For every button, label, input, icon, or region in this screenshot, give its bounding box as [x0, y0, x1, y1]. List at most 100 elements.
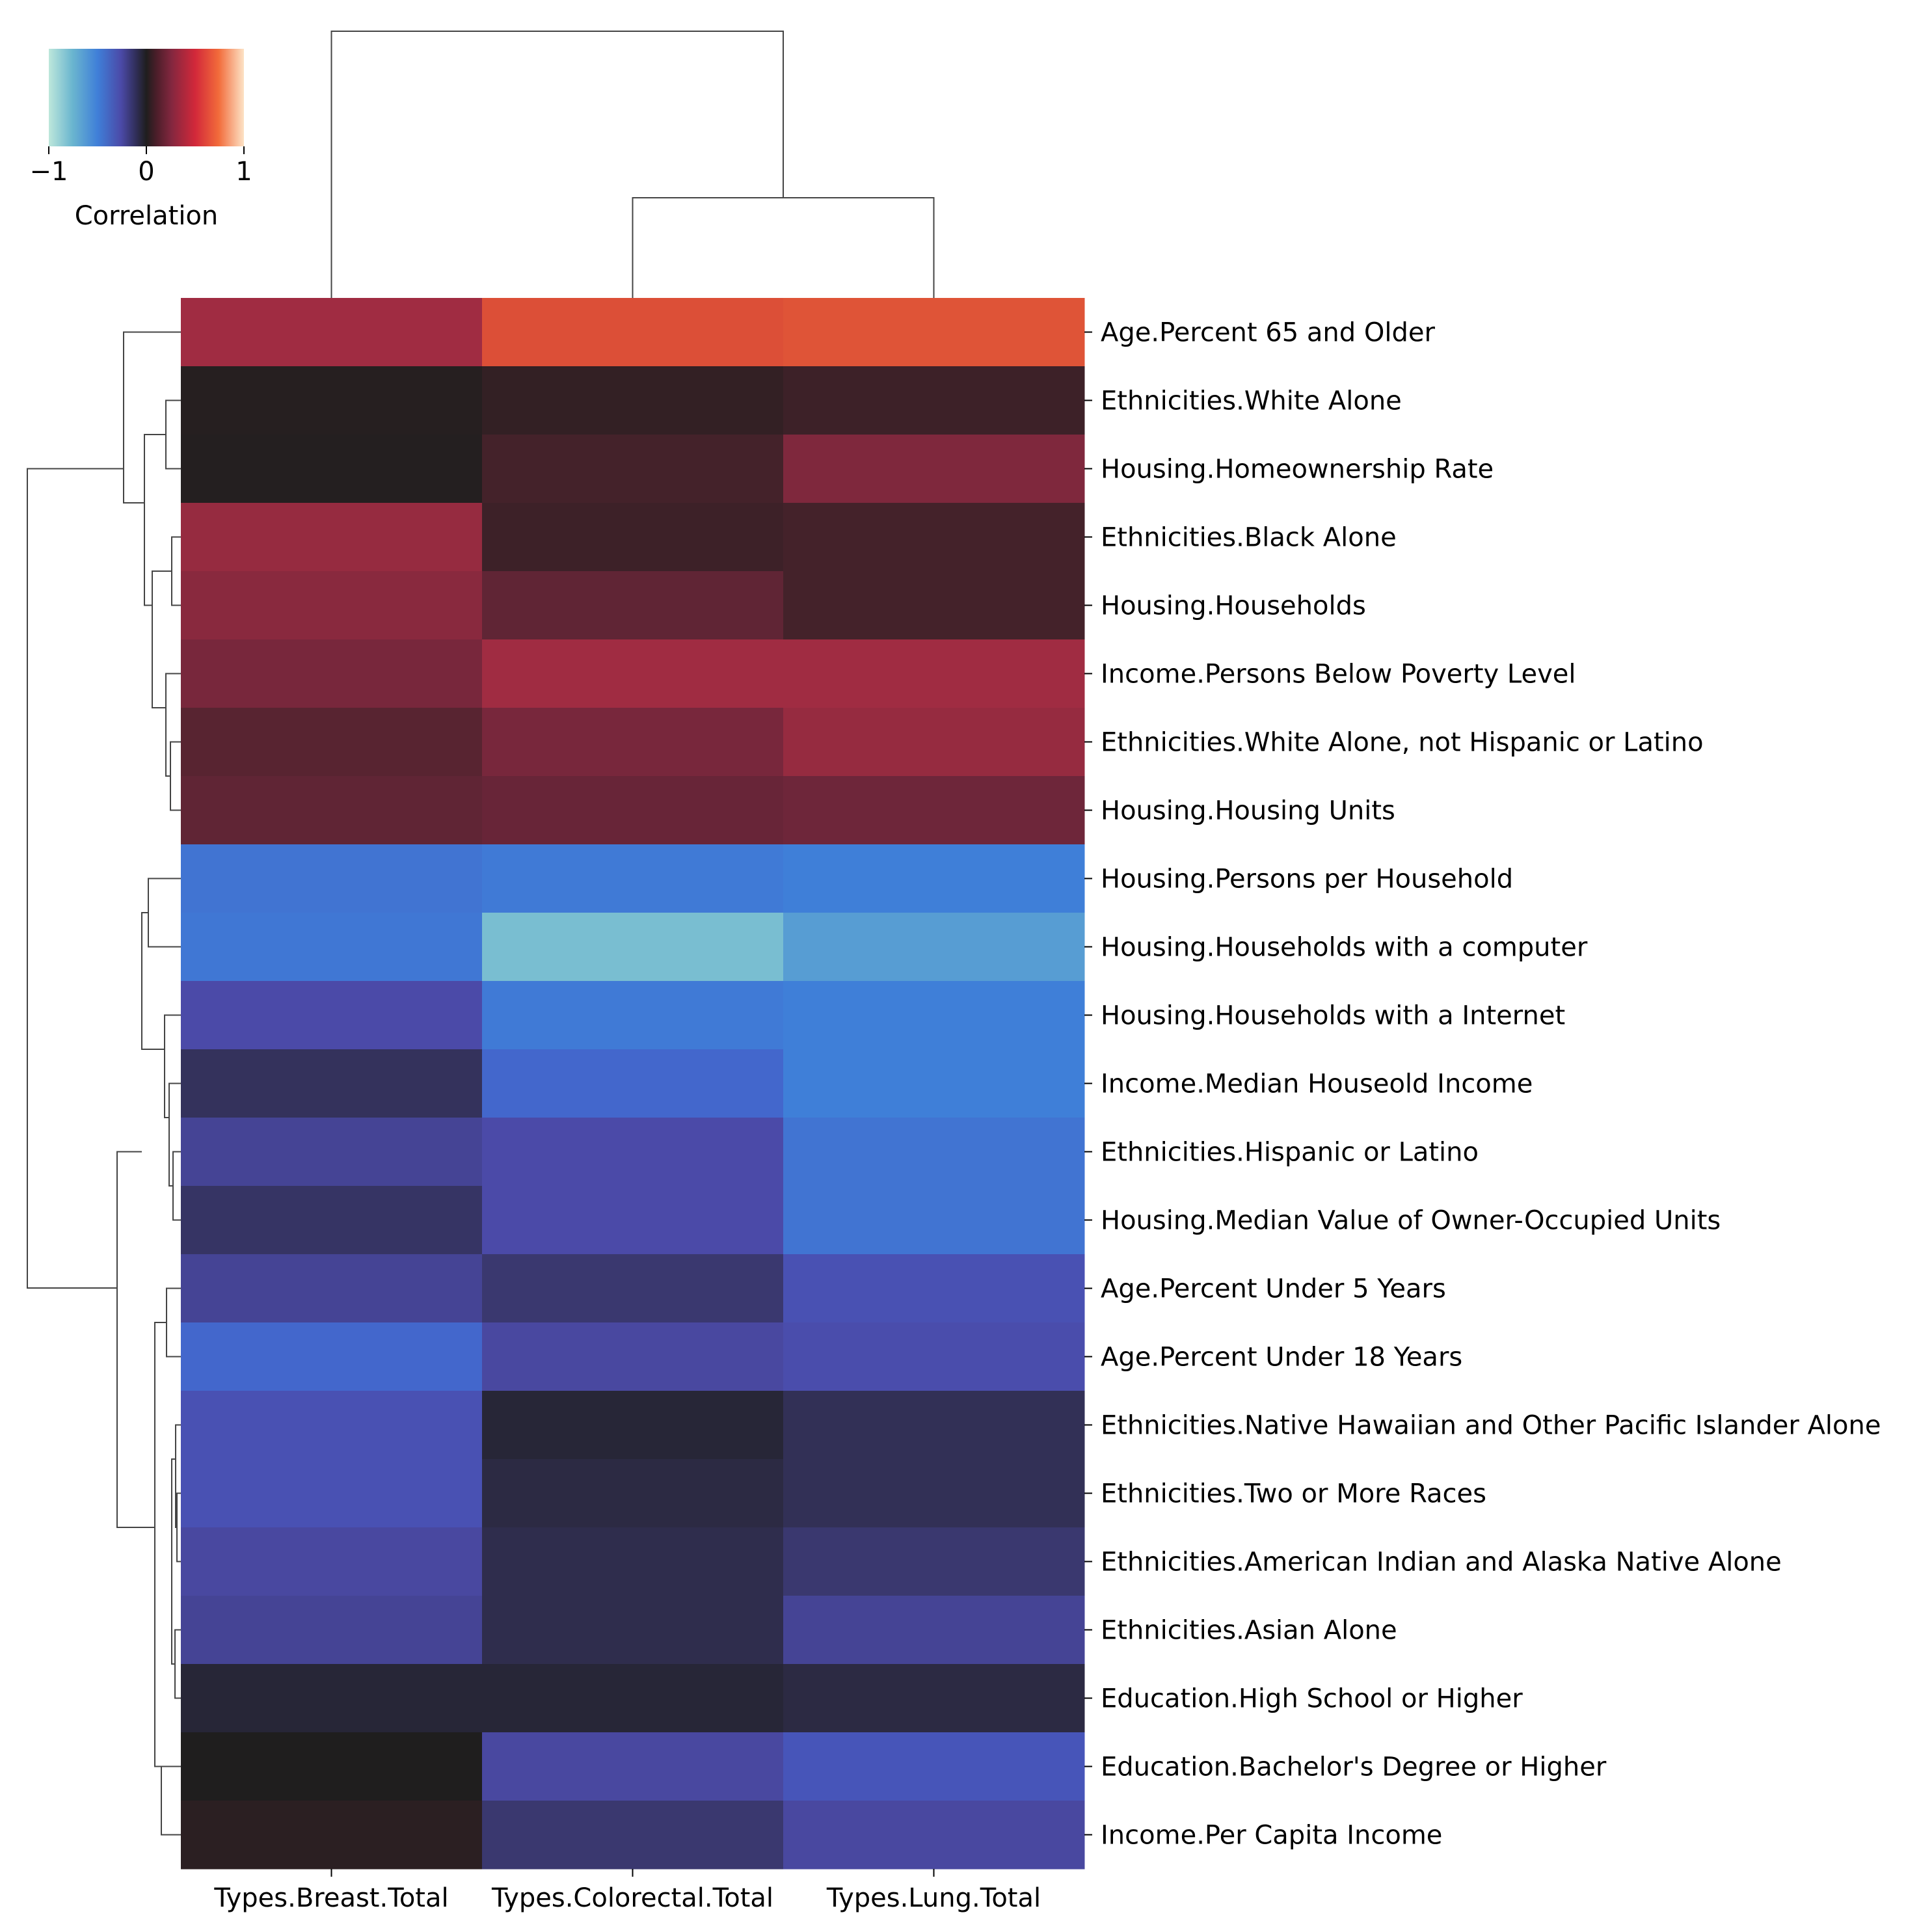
heatmap-cell — [482, 1391, 784, 1460]
heatmap-cell — [482, 1732, 784, 1801]
heatmap-cell — [482, 503, 784, 572]
dendrogram-link — [171, 1458, 176, 1665]
row-label: Housing.Homeownership Rate — [1101, 455, 1494, 485]
row-dendrogram — [27, 331, 181, 1836]
colorbar-tick-label: −1 — [30, 157, 68, 187]
row-label: Housing.Households with a Internet — [1101, 1001, 1565, 1031]
column-label: Types.Breast.Total — [213, 1883, 448, 1913]
row-label: Housing.Households with a computer — [1101, 933, 1588, 963]
heatmap-cell — [783, 708, 1085, 777]
dendrogram-link — [141, 912, 165, 1050]
row-label: Ethnicities.White Alone, not Hispanic or… — [1101, 728, 1704, 758]
heatmap-cell — [181, 1459, 483, 1528]
heatmap-cell — [181, 503, 483, 572]
dendrogram-link — [632, 197, 935, 298]
column-label: Types.Colorectal.Total — [491, 1883, 773, 1913]
heatmap-cell — [482, 1118, 784, 1187]
dendrogram-link — [27, 468, 124, 1289]
heatmap-cell — [783, 844, 1085, 913]
colorbar-gradient — [49, 49, 244, 146]
row-label: Ethnicities.Black Alone — [1101, 523, 1397, 553]
heatmap-cell — [783, 1118, 1085, 1187]
row-label: Housing.Median Value of Owner-Occupied U… — [1101, 1206, 1721, 1236]
heatmap-cell — [181, 1664, 483, 1733]
heatmap-cell — [482, 981, 784, 1050]
dendrogram-link — [174, 1629, 181, 1699]
heatmap-cell — [482, 1322, 784, 1391]
dendrogram-link — [164, 1014, 181, 1118]
heatmap-cell — [783, 1391, 1085, 1460]
heatmap-cell — [181, 1596, 483, 1665]
heatmap-cell — [181, 1527, 483, 1596]
colorbar: −1 0 1 Correlation — [30, 49, 252, 231]
heatmap-cell — [482, 776, 784, 845]
dendrogram-link — [165, 673, 181, 777]
heatmap-cell — [181, 708, 483, 777]
heatmap-cell — [783, 1254, 1085, 1323]
heatmap-cell — [783, 1459, 1085, 1528]
row-label: Age.Percent Under 18 Years — [1101, 1343, 1462, 1373]
heatmap-cell — [482, 1527, 784, 1596]
dendrogram-link — [171, 536, 181, 606]
colorbar-label: Correlation — [75, 201, 219, 231]
dendrogram-link — [161, 1765, 181, 1836]
heatmap-cell — [482, 1801, 784, 1870]
heatmap-cell — [181, 571, 483, 640]
heatmap-cell — [181, 981, 483, 1050]
heatmap-cell — [783, 776, 1085, 845]
row-label: Income.Median Houseold Income — [1101, 1069, 1533, 1099]
heatmap-cell — [482, 1186, 784, 1255]
heatmap-cell — [482, 1596, 784, 1665]
column-label: Types.Lung.Total — [826, 1883, 1041, 1913]
heatmap-cell — [482, 1254, 784, 1323]
dendrogram-link — [170, 741, 181, 811]
colorbar-tick-label: 0 — [138, 157, 154, 187]
heatmap-cell — [783, 1049, 1085, 1118]
heatmap-cell — [482, 844, 784, 913]
row-label: Ethnicities.Asian Alone — [1101, 1616, 1397, 1646]
heatmap-cell — [181, 1118, 483, 1187]
heatmap-cell — [181, 844, 483, 913]
heatmap-cell — [482, 435, 784, 503]
dendrogram-link — [152, 570, 172, 708]
heatmap-cell — [482, 1459, 784, 1528]
dendrogram-link — [144, 434, 166, 606]
dendrogram-link — [116, 1151, 155, 1528]
heatmap-cell — [783, 1186, 1085, 1255]
row-label: Income.Per Capita Income — [1101, 1821, 1442, 1851]
heatmap-cell — [482, 1049, 784, 1118]
heatmap-cell — [181, 1254, 483, 1323]
heatmap-cell — [783, 1322, 1085, 1391]
row-label: Housing.Persons per Household — [1101, 865, 1513, 894]
heatmap-cell — [181, 435, 483, 503]
row-label: Ethnicities.Two or More Races — [1101, 1479, 1486, 1509]
heatmap-cell — [181, 298, 483, 367]
row-label: Housing.Housing Units — [1101, 796, 1395, 826]
row-label: Ethnicities.Native Hawaiian and Other Pa… — [1101, 1411, 1881, 1441]
heatmap-cell — [783, 639, 1085, 708]
heatmap-cell — [181, 1186, 483, 1255]
heatmap-cell — [783, 366, 1085, 435]
row-label: Ethnicities.White Alone — [1101, 386, 1402, 416]
heatmap-cell — [783, 571, 1085, 640]
row-label: Ethnicities.Hispanic or Latino — [1101, 1138, 1479, 1168]
row-label: Income.Persons Below Poverty Level — [1101, 660, 1576, 690]
row-label: Ethnicities.American Indian and Alaska N… — [1101, 1548, 1782, 1577]
heatmap-cell — [181, 1322, 483, 1391]
heatmap-cell — [482, 708, 784, 777]
dendrogram-link — [165, 399, 181, 470]
heatmap-cell — [783, 435, 1085, 503]
heatmap-cell — [181, 776, 483, 845]
heatmap-cells — [181, 298, 1085, 1870]
row-label: Housing.Households — [1101, 591, 1366, 621]
dendrogram-link — [148, 878, 181, 948]
column-dendrogram — [330, 31, 935, 298]
dendrogram-link — [166, 1287, 181, 1358]
heatmap-cell — [181, 639, 483, 708]
heatmap-cell — [783, 913, 1085, 982]
heatmap-cell — [482, 571, 784, 640]
row-labels: Age.Percent 65 and Older Ethnicities.Whit… — [1084, 318, 1881, 1851]
heatmap-cell — [783, 1527, 1085, 1596]
colorbar-ticks: −1 0 1 — [30, 146, 252, 187]
row-label: Education.High School or Higher — [1101, 1684, 1523, 1714]
